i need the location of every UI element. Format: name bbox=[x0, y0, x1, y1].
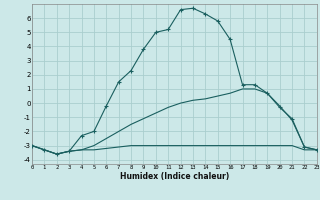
X-axis label: Humidex (Indice chaleur): Humidex (Indice chaleur) bbox=[120, 172, 229, 181]
